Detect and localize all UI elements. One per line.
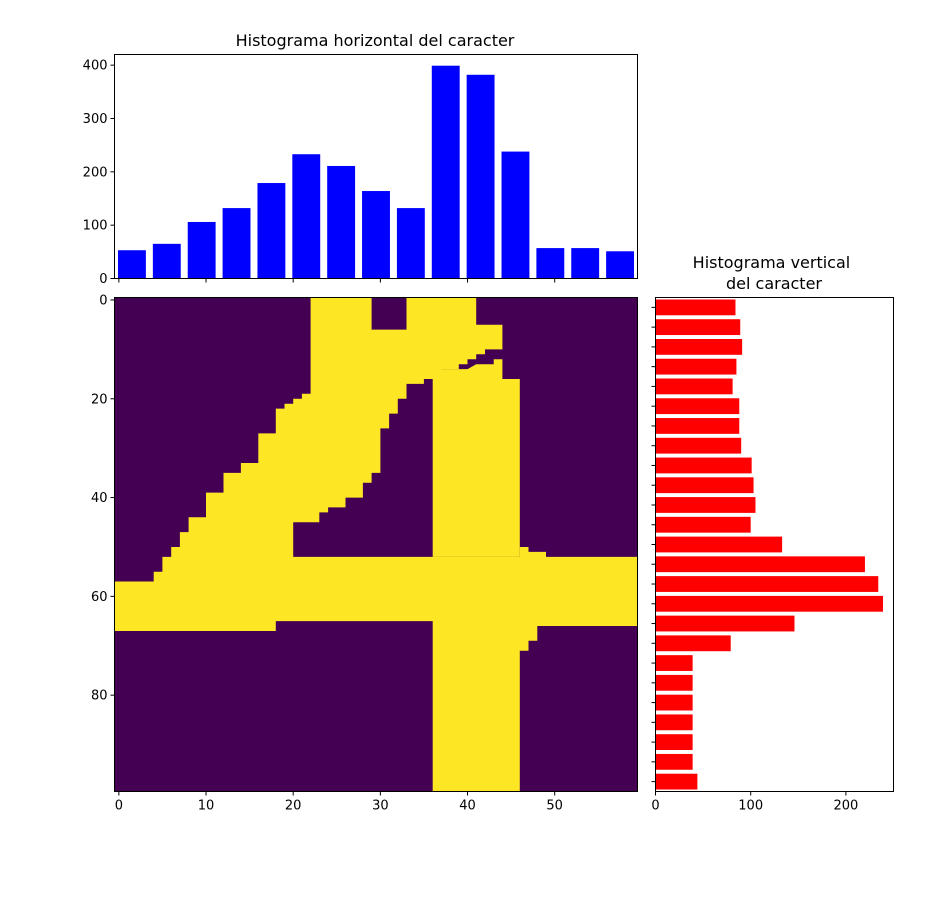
vertical-histogram-bar [655,615,795,632]
vertical-histogram-bar [655,536,783,553]
horizontal-histogram-bar [501,151,530,279]
vertical-histogram-bar [655,595,884,612]
horizontal-histogram-axes: 0 100 200 300 400 [83,59,556,287]
horizontal-histogram-frame [114,54,638,279]
vertical-histogram: Histograma vertical del caracter 0 100 200 [651,253,894,814]
vertical-histogram-bar [655,477,754,494]
digit-stroke [432,369,538,792]
x-tick-label: 0 [651,799,659,814]
horizontal-histogram-bar [117,250,146,279]
horizontal-histogram-bar [187,221,216,279]
vertical-histogram-bar [655,437,742,454]
x-tick-label: 10 [198,799,215,814]
y-tick-label: 100 [83,219,108,234]
vertical-histogram-bar [655,674,693,691]
vertical-histogram-bar [655,497,756,513]
vertical-histogram-bar [655,714,693,731]
character-image-axes: 0 10 20 30 40 50 0 20 40 60 80 [91,293,563,813]
horizontal-histogram-bar [536,248,565,279]
character-image-frame [114,297,638,792]
x-tick-label: 200 [833,799,858,814]
vertical-histogram-bar [655,655,693,671]
vertical-histogram-title: Histograma vertical del caracter [693,253,856,293]
horizontal-histogram-bar [292,154,321,279]
vertical-histogram-bar [655,398,740,415]
horizontal-histogram-bar [571,248,600,279]
horizontal-histogram-bar [327,165,356,279]
x-tick-label: 100 [738,799,763,814]
y-tick-label: 200 [83,165,108,180]
vertical-histogram-bar [655,378,733,395]
vertical-histogram-bar [655,694,693,711]
vertical-histogram-title-line-2: del caracter [726,274,822,293]
vertical-histogram-bar [655,299,736,316]
horizontal-histogram-bar [431,65,460,279]
x-tick-label: 40 [459,799,476,814]
horizontal-histogram-bar [606,251,635,279]
digit-stroke [432,359,520,557]
horizontal-histogram-title: Histograma horizontal del caracter [236,31,515,50]
character-image-plot: 0 10 20 30 40 50 0 20 40 60 80 [91,293,638,814]
horizontal-histogram: Histograma horizontal del caracter 0 100 2… [83,31,638,287]
vertical-histogram-title-line-1: Histograma vertical [693,253,851,272]
digit-stroke [114,297,638,631]
horizontal-histogram-bars [117,65,635,279]
y-tick-label: 60 [91,590,108,605]
vertical-histogram-bar [655,457,752,474]
vertical-histogram-bar [655,773,698,790]
x-tick-label: 20 [285,799,302,814]
y-tick-label: 0 [99,272,107,287]
vertical-histogram-bar [655,338,743,355]
character-image [114,297,638,792]
horizontal-histogram-bar [466,74,495,279]
vertical-histogram-bars [655,299,884,790]
vertical-histogram-bar [655,418,740,434]
vertical-histogram-bar [655,734,693,751]
vertical-histogram-axes: 0 100 200 [651,306,858,814]
vertical-histogram-bar [655,556,865,573]
horizontal-histogram-bar [396,208,425,279]
y-tick-label: 80 [91,689,108,704]
y-tick-label: 20 [91,392,108,407]
vertical-histogram-bar [655,635,731,652]
x-tick-label: 30 [372,799,389,814]
vertical-histogram-bar [655,576,879,592]
y-tick-label: 40 [91,491,108,506]
y-tick-label: 0 [99,293,107,308]
y-tick-label: 400 [83,59,108,74]
x-tick-label: 50 [546,799,563,814]
vertical-histogram-bar [655,516,751,533]
vertical-histogram-bar [655,753,693,770]
horizontal-histogram-bar [362,191,390,279]
vertical-histogram-bar [655,358,737,375]
y-tick-label: 300 [83,112,108,127]
vertical-histogram-bar [655,319,741,336]
x-tick-label: 0 [115,799,123,814]
horizontal-histogram-bar [222,208,251,279]
vertical-histogram-frame [655,297,894,792]
horizontal-histogram-bar [257,183,286,279]
horizontal-histogram-bar [152,243,181,279]
